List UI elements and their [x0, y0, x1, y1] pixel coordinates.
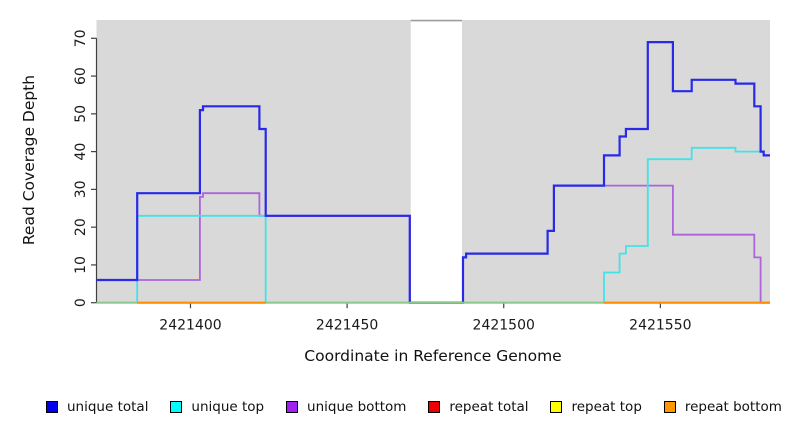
y-tick-label: 10 — [73, 256, 89, 274]
legend-label: unique total — [67, 399, 149, 415]
legend-item-repeat-total: repeat total — [428, 399, 529, 415]
series-unique-top — [96, 146, 770, 304]
legend: unique total unique top unique bottom repea… — [46, 399, 782, 415]
y-axis-title: Read Coverage Depth — [20, 74, 38, 246]
legend-label: repeat bottom — [684, 399, 782, 415]
legend-label: unique top — [191, 399, 265, 415]
y-tick-label: 60 — [73, 67, 89, 85]
legend-item-repeat-top: repeat top — [550, 399, 642, 415]
x-tick-label: 2421450 — [316, 318, 378, 334]
legend-item-unique-total: unique total — [46, 399, 148, 415]
legend-swatch-repeat-bottom — [663, 401, 676, 413]
legend-swatch-repeat-top — [550, 401, 563, 413]
legend-swatch-unique-top — [170, 401, 183, 413]
legend-label: repeat top — [571, 399, 642, 415]
y-tick-label: 30 — [73, 180, 89, 198]
coverage-gap-band — [410, 21, 463, 303]
x-tick-label: 2421550 — [629, 318, 691, 334]
x-tick-label: 2421500 — [473, 318, 535, 334]
legend-item-repeat-bottom: repeat bottom — [663, 399, 782, 415]
x-tick-label: 2421400 — [159, 318, 221, 334]
legend-item-unique-top: unique top — [170, 399, 264, 415]
series-unique-total — [96, 41, 770, 304]
y-tick-label: 50 — [73, 105, 89, 123]
legend-swatch-unique-bottom — [286, 401, 299, 413]
legend-label: repeat total — [449, 399, 529, 415]
legend-swatch-unique-total — [46, 401, 58, 413]
legend-label: unique bottom — [307, 399, 407, 415]
legend-swatch-repeat-total — [428, 401, 441, 413]
y-tick-label: 70 — [73, 29, 89, 47]
y-tick-label: 0 — [73, 298, 89, 307]
legend-item-unique-bottom: unique bottom — [286, 399, 406, 415]
x-axis-title: Coordinate in Reference Genome — [304, 347, 562, 365]
coverage-plot: 0 10 20 30 40 50 60 70 2421400 2421450 2421500 2421… — [73, 19, 770, 334]
y-tick-label: 40 — [73, 143, 89, 161]
y-tick-label: 20 — [73, 218, 89, 236]
